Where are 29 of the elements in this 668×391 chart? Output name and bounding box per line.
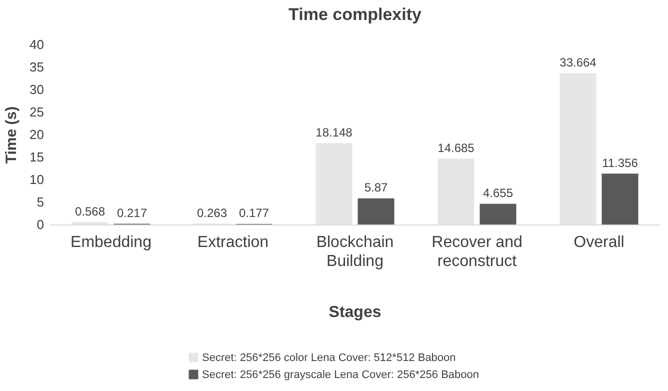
legend-label: Secret: 256*256 grayscale Lena Cover: 256*256 Baboon [202, 369, 480, 381]
chart-title: Time complexity [288, 5, 422, 24]
y-tick-label: 15 [30, 150, 44, 165]
y-tick-label: 5 [36, 194, 44, 210]
x-tick-label: Embedding [70, 234, 152, 251]
y-axis-title: Time (s) [3, 106, 20, 164]
data-label: 0.263 [196, 206, 228, 220]
data-label: 18.148 [316, 125, 353, 140]
x-axis-title: Stages [328, 304, 382, 321]
data-label: 5.87 [364, 180, 388, 195]
x-tick-label: Extraction [197, 234, 269, 251]
y-tick-label: 40 [30, 37, 44, 52]
data-label: 0.217 [116, 206, 148, 220]
data-label: 11.356 [602, 156, 638, 170]
legend-label: Secret: 256*256 color Lena Cover: 512*512 Baboon [202, 352, 456, 364]
data-label: 4.655 [482, 186, 514, 200]
data-label: 0.177 [238, 206, 270, 220]
y-tick-label: 30 [30, 82, 44, 98]
x-tick-label: Blockchain Building [316, 234, 394, 270]
y-tick-label: 35 [30, 60, 44, 75]
data-label: 0.568 [74, 204, 106, 218]
x-tick-label: Recover and reconstruct [432, 234, 522, 270]
y-tick-label: 0 [36, 217, 44, 232]
data-label: 14.685 [438, 140, 475, 155]
y-tick-label: 10 [30, 172, 44, 188]
y-tick-label: 20 [30, 127, 44, 142]
y-tick-label: 25 [30, 104, 44, 120]
x-tick-label: Overall [574, 234, 624, 251]
data-label: 33.664 [560, 56, 597, 70]
